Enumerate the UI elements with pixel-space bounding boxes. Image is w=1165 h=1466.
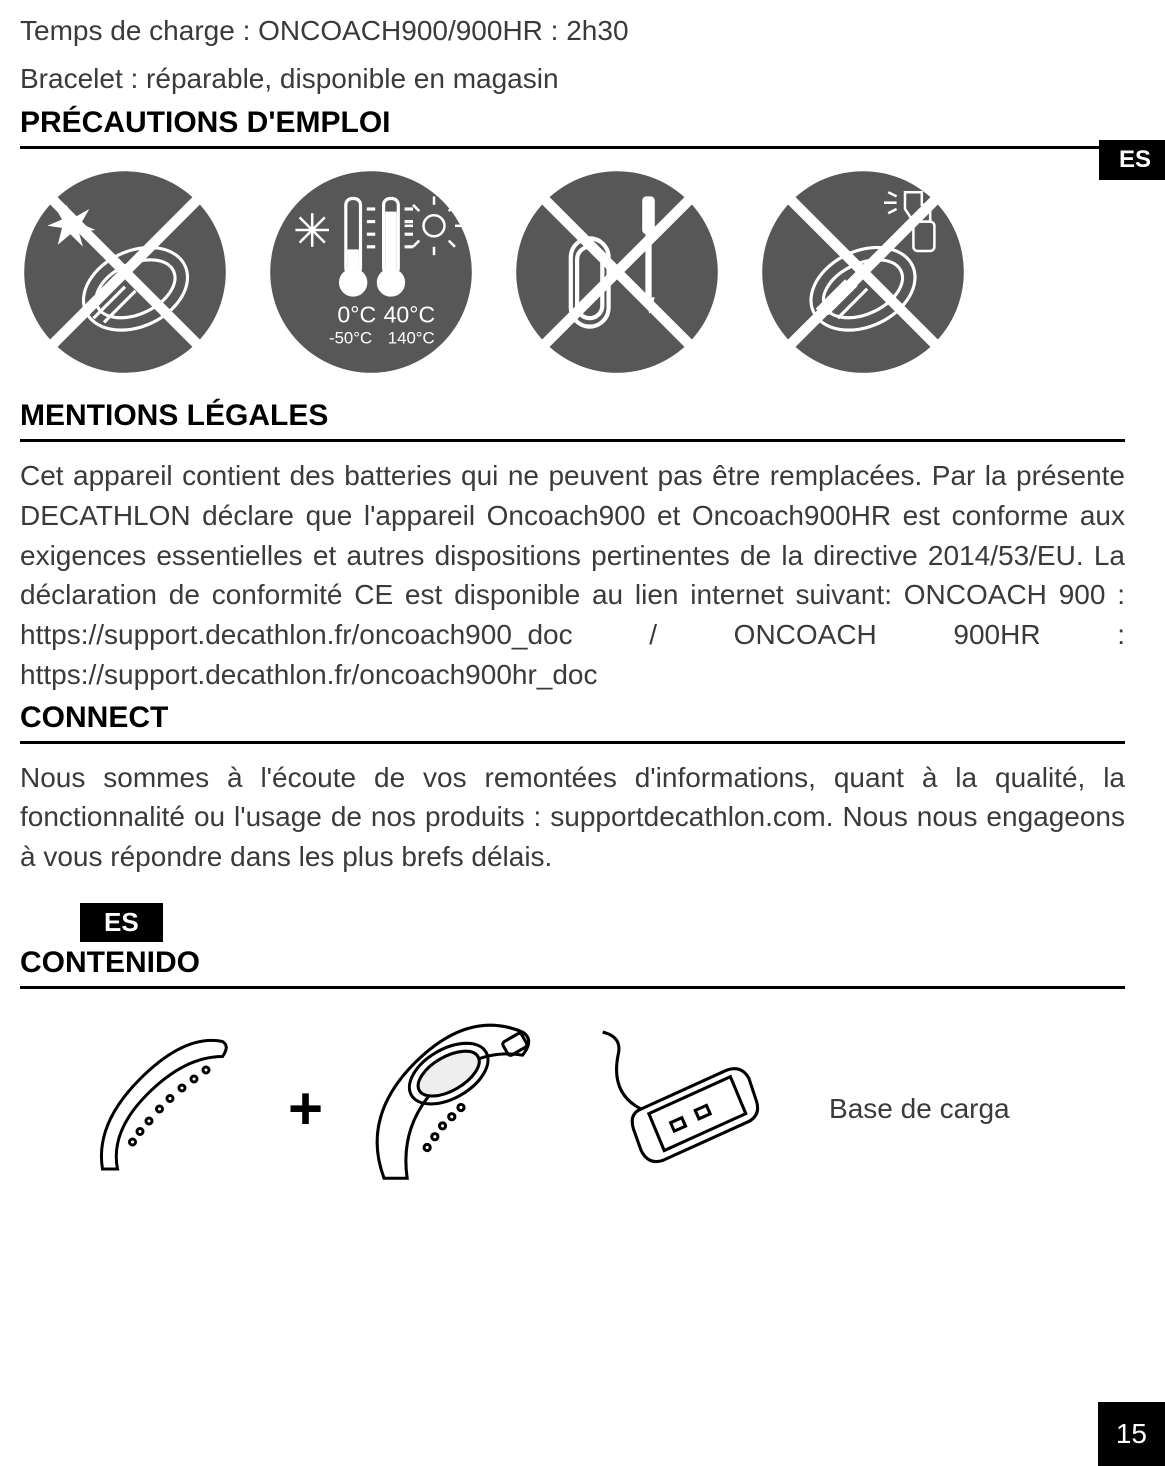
strap-illustration: [80, 1019, 260, 1199]
bracelet-text: Bracelet : réparable, disponible en maga…: [20, 58, 1125, 100]
legal-text: Cet appareil contient des batteries qui …: [20, 456, 1125, 695]
charging-base-illustration: [595, 1024, 795, 1194]
divider: [20, 439, 1125, 442]
charge-time-text: Temps de charge : ONCOACH900/900HR : 2h3…: [20, 10, 1125, 52]
precautions-heading: PRÉCAUTIONS D'EMPLOI: [20, 106, 1125, 140]
language-tab-inline: ES: [80, 903, 163, 942]
tracker-illustration: [351, 1009, 571, 1209]
connect-heading: CONNECT: [20, 701, 1125, 735]
temp-storage-high: 140°C: [388, 328, 435, 347]
contenido-heading: CONTENIDO: [20, 946, 1125, 980]
divider: [20, 146, 1125, 149]
page-number: 15: [1098, 1402, 1165, 1466]
divider: [20, 986, 1125, 989]
temperature-range-icon: 0°C 40°C -50°C 140°C: [266, 167, 476, 377]
language-tab-side: ES: [1099, 140, 1165, 180]
temp-op-low: 0°C: [337, 301, 376, 327]
no-chemical-icon: [758, 167, 968, 377]
charge-base-label: Base de carga: [829, 1093, 1010, 1125]
connect-text: Nous sommes à l'écoute de vos remontées …: [20, 758, 1125, 877]
divider: [20, 741, 1125, 744]
no-disassembly-icon: [512, 167, 722, 377]
temp-storage-low: -50°C: [329, 328, 372, 347]
contents-row: + Base de carga: [20, 1009, 1125, 1209]
legal-heading: MENTIONS LÉGALES: [20, 399, 1125, 433]
temp-op-high: 40°C: [384, 301, 436, 327]
no-impact-icon: [20, 167, 230, 377]
caution-icons-row: 0°C 40°C -50°C 140°C: [20, 167, 1125, 377]
plus-icon: +: [288, 1074, 323, 1143]
